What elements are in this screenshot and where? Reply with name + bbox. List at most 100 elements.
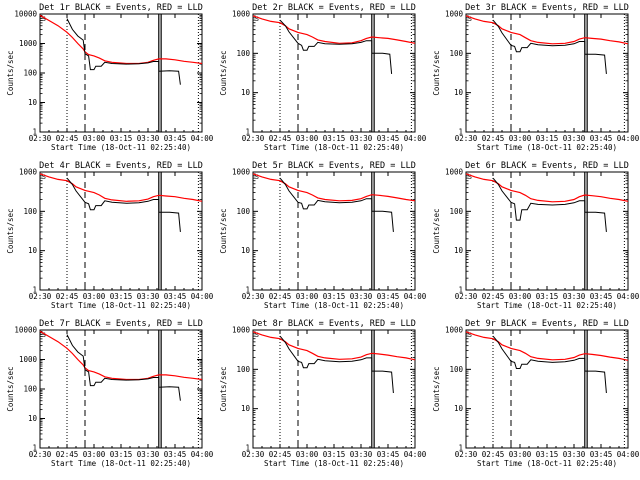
x-axis-label: Start Time (18-Oct-11 02:25:40)	[51, 301, 191, 310]
panel-title: Det 3r BLACK = Events, RED = LLD	[465, 3, 629, 13]
x-tick-label: 02:45	[482, 134, 505, 143]
panel-title: Det 6r BLACK = Events, RED = LLD	[465, 161, 629, 171]
x-tick-label: 03:15	[110, 134, 133, 143]
x-tick-label: 03:00	[509, 134, 532, 143]
panel-title: Det 8r BLACK = Events, RED = LLD	[252, 319, 416, 329]
series-lld-line	[252, 15, 416, 44]
y-tick-label: 100	[449, 207, 463, 216]
x-tick-label: 03:00	[509, 450, 532, 459]
y-tick-label: 1000	[445, 326, 464, 335]
x-axis-label: Start Time (18-Oct-11 02:25:40)	[477, 459, 617, 468]
x-axis-label: Start Time (18-Oct-11 02:25:40)	[264, 301, 404, 310]
x-tick-label: 03:45	[377, 450, 400, 459]
x-tick-label: 03:45	[590, 450, 613, 459]
attenuator-flag: S	[468, 15, 472, 23]
x-tick-label: 03:00	[296, 450, 319, 459]
attenuator-flag: S	[255, 173, 259, 181]
x-tick-label: 02:45	[56, 134, 79, 143]
series-lld-line	[465, 331, 629, 361]
y-axis-label: Counts/sec	[432, 208, 441, 253]
plot-frame	[465, 13, 629, 133]
y-tick-label: 10	[241, 88, 251, 97]
y-axis-label: Counts/sec	[219, 366, 228, 411]
panel-det-3: Det 3r BLACK = Events, RED = LLD 02:30 02:…	[432, 3, 640, 152]
x-tick-label: 04:00	[404, 450, 427, 459]
x-axis-label: Start Time (18-Oct-11 02:25:40)	[51, 143, 191, 152]
series-events-line	[279, 177, 394, 232]
series-events-line	[279, 335, 394, 394]
plot-frame	[39, 13, 203, 133]
x-axis-label: Start Time (18-Oct-11 02:25:40)	[264, 459, 404, 468]
y-tick-label: 1	[32, 444, 37, 453]
x-tick-label: 02:45	[482, 450, 505, 459]
x-tick-label: 03:45	[164, 450, 187, 459]
series-events-line	[66, 18, 181, 85]
y-tick-label: 10	[241, 404, 251, 413]
series-lld-line	[39, 173, 203, 202]
y-tick-label: 10000	[14, 10, 37, 19]
x-tick-label: 03:00	[83, 450, 106, 459]
x-tick-label: 03:15	[536, 450, 559, 459]
y-axis-label: Counts/sec	[6, 366, 15, 411]
x-tick-label: 02:30	[29, 292, 52, 301]
x-tick-label: 04:00	[191, 292, 214, 301]
y-axis-label: Counts/sec	[432, 366, 441, 411]
series-events-line	[492, 19, 607, 74]
x-tick-label: 03:30	[137, 292, 160, 301]
plot-frame	[465, 171, 629, 291]
y-axis-label: Counts/sec	[6, 50, 15, 95]
y-tick-label: 1000	[19, 168, 38, 177]
y-tick-label: 1000	[232, 10, 251, 19]
x-tick-label: 03:00	[83, 134, 106, 143]
x-tick-label: 03:15	[536, 134, 559, 143]
x-tick-label: 03:30	[563, 450, 586, 459]
y-tick-label: 1	[245, 286, 250, 295]
panel-det-2: Det 2r BLACK = Events, RED = LLD 02:30 02:…	[219, 3, 427, 152]
x-tick-label: 03:15	[110, 292, 133, 301]
x-tick-label: 04:00	[404, 134, 427, 143]
x-tick-label: 03:15	[323, 292, 346, 301]
x-tick-label: 02:30	[455, 292, 478, 301]
x-tick-label: 03:00	[509, 292, 532, 301]
x-tick-label: 03:00	[83, 292, 106, 301]
x-tick-label: 02:30	[455, 450, 478, 459]
y-tick-label: 100	[449, 365, 463, 374]
x-tick-label: 03:15	[323, 134, 346, 143]
x-tick-label: 03:45	[377, 292, 400, 301]
x-tick-label: 02:45	[56, 450, 79, 459]
attenuator-flag: S	[255, 331, 259, 339]
x-tick-label: 03:45	[164, 134, 187, 143]
y-tick-label: 100	[23, 69, 37, 78]
panel-det-1: Det 1r BLACK = Events, RED = LLD 02:30 02:…	[6, 3, 214, 152]
y-tick-label: 1	[245, 128, 250, 137]
x-axis-label: Start Time (18-Oct-11 02:25:40)	[264, 143, 404, 152]
x-tick-label: 03:15	[536, 292, 559, 301]
y-axis-label: Counts/sec	[219, 50, 228, 95]
x-tick-label: 03:15	[110, 450, 133, 459]
x-tick-label: 03:30	[137, 450, 160, 459]
y-axis-label: Counts/sec	[432, 50, 441, 95]
x-axis-label: Start Time (18-Oct-11 02:25:40)	[477, 143, 617, 152]
y-tick-label: 100	[23, 385, 37, 394]
x-axis-label: Start Time (18-Oct-11 02:25:40)	[51, 459, 191, 468]
y-tick-label: 100	[449, 49, 463, 58]
attenuator-flag: S	[468, 173, 472, 181]
panel-det-4: Det 4r BLACK = Events, RED = LLD 02:30 02:…	[6, 161, 214, 310]
panel-title: Det 7r BLACK = Events, RED = LLD	[39, 319, 203, 329]
series-events-line	[66, 334, 181, 401]
y-tick-label: 1000	[232, 326, 251, 335]
attenuator-flag: S	[255, 15, 259, 23]
x-tick-label: 03:30	[563, 134, 586, 143]
series-events-line	[492, 335, 607, 394]
x-tick-label: 02:30	[242, 134, 265, 143]
x-tick-label: 04:00	[617, 292, 640, 301]
y-axis-label: Counts/sec	[6, 208, 15, 253]
series-events-line	[492, 177, 607, 232]
attenuator-flag: S	[42, 15, 46, 23]
panel-title: Det 4r BLACK = Events, RED = LLD	[39, 161, 203, 171]
x-tick-label: 02:30	[455, 134, 478, 143]
x-tick-label: 02:45	[269, 450, 292, 459]
x-tick-label: 02:30	[242, 292, 265, 301]
y-tick-label: 100	[23, 207, 37, 216]
panel-title: Det 2r BLACK = Events, RED = LLD	[252, 3, 416, 13]
